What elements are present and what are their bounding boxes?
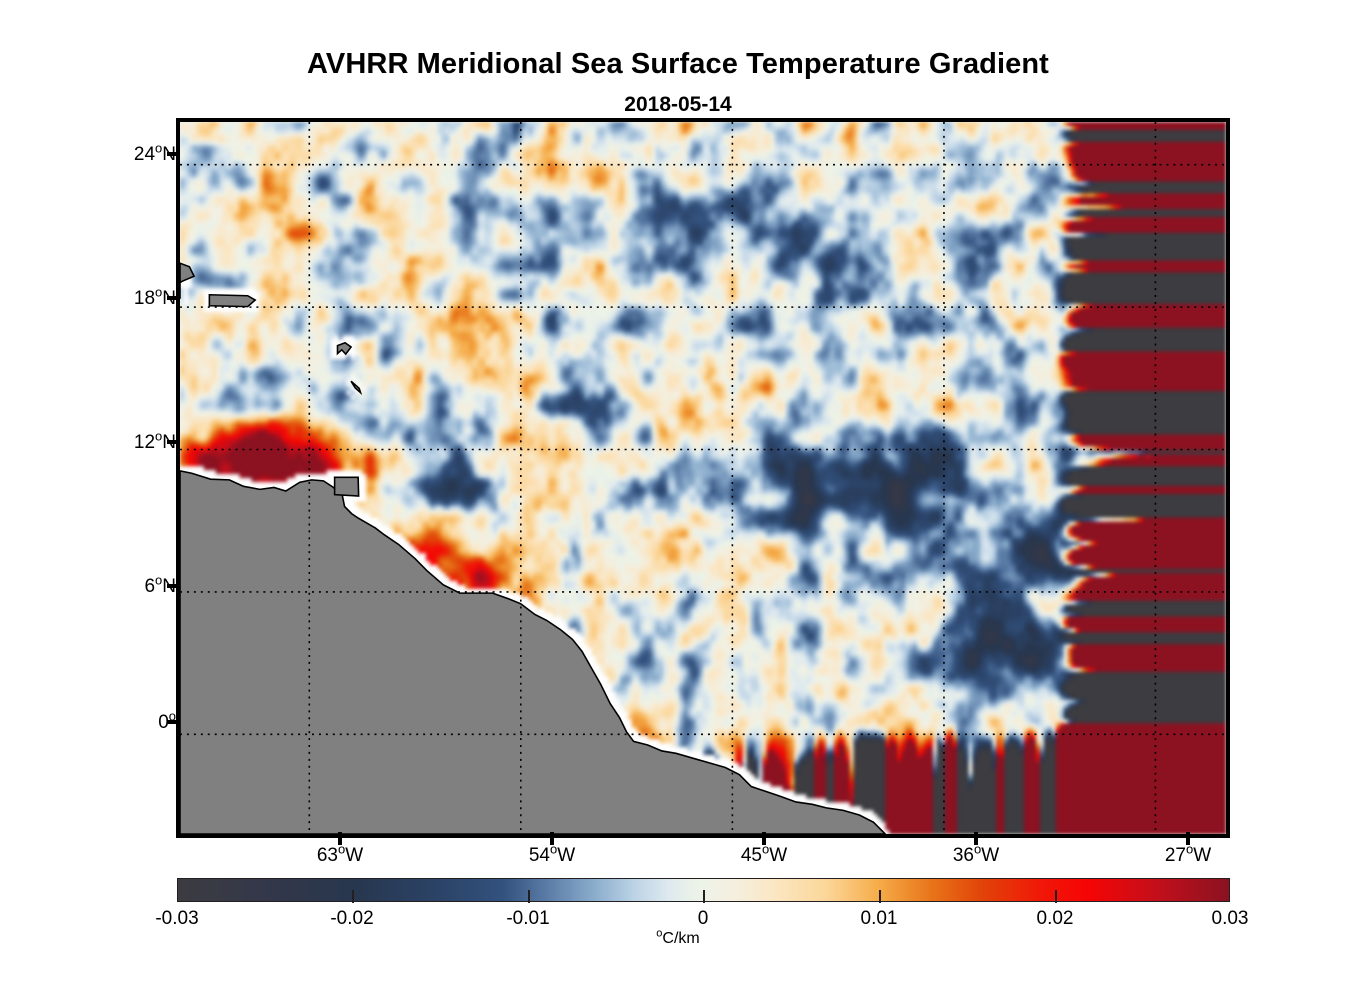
colorbar-tick-2 — [528, 890, 530, 903]
xtick-label-4: 27oW — [1164, 841, 1212, 866]
xtick-mark-1 — [550, 832, 554, 845]
colorbar-label-1: -0.02 — [330, 908, 374, 929]
ytick-mark-4 — [167, 720, 180, 724]
xtick-mark-4 — [1186, 832, 1190, 845]
ytick-mark-3 — [167, 584, 180, 588]
xtick-mark-2 — [762, 832, 766, 845]
colorbar-label-0: -0.03 — [155, 908, 199, 929]
ytick-label-2: 12oN — [133, 428, 176, 453]
colorbar-label-4: 0.01 — [860, 908, 898, 929]
colorbar-units-label: oC/km — [656, 927, 700, 947]
ytick-label-4: 0o — [158, 708, 176, 733]
page-title: AVHRR Meridional Sea Surface Temperature… — [307, 48, 1049, 80]
xtick-mark-0 — [338, 832, 342, 845]
ytick-label-3: 6oN — [144, 572, 176, 597]
map-plot-area[interactable] — [176, 118, 1230, 838]
colorbar-tick-3 — [703, 890, 705, 903]
ytick-mark-2 — [167, 440, 180, 444]
xtick-label-1: 54oW — [528, 841, 576, 866]
colorbar-tick-5 — [1055, 890, 1057, 903]
ytick-mark-0 — [167, 152, 180, 156]
colorbar-label-6: 0.03 — [1211, 908, 1249, 929]
map-overlay-gridlines-and-coastlines — [180, 122, 1226, 834]
xtick-mark-3 — [974, 832, 978, 845]
xtick-label-2: 45oW — [740, 841, 788, 866]
colorbar-tick-4 — [879, 890, 881, 903]
colorbar-label-3: 0 — [697, 908, 709, 929]
figure-subtitle-date: 2018-05-14 — [624, 93, 732, 116]
ytick-label-1: 18oN — [133, 284, 176, 309]
ytick-label-0: 24oN — [133, 140, 176, 165]
colorbar-label-2: -0.01 — [506, 908, 550, 929]
xtick-label-3: 36oW — [952, 841, 1000, 866]
ytick-mark-1 — [167, 296, 180, 300]
colorbar-tick-1 — [352, 890, 354, 903]
xtick-label-0: 63oW — [316, 841, 364, 866]
colorbar-label-5: 0.02 — [1036, 908, 1074, 929]
